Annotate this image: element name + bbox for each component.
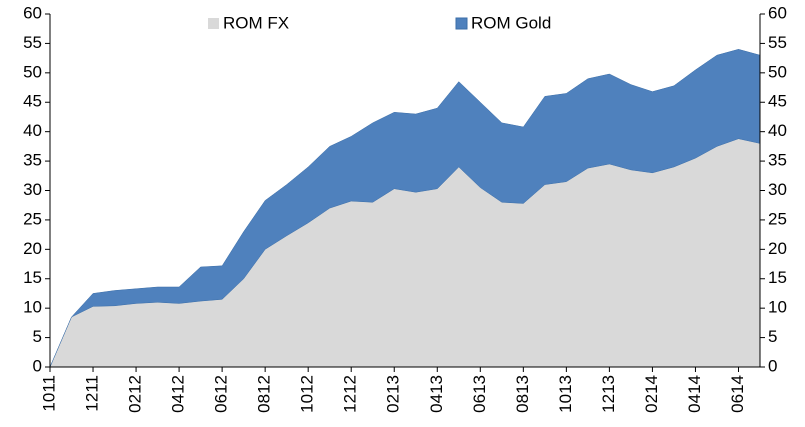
y2-tick-label: 45: [768, 92, 787, 111]
y2-tick-label: 20: [768, 239, 787, 258]
y2-tick-label: 15: [768, 268, 787, 287]
x-tick-label: 0612: [212, 375, 231, 413]
y-tick-label: 0: [33, 356, 42, 375]
y2-tick-label: 25: [768, 209, 787, 228]
y-tick-label: 10: [23, 298, 42, 317]
legend-swatch: [208, 18, 219, 29]
legend-label: ROM FX: [223, 13, 289, 32]
y-tick-label: 50: [23, 62, 42, 81]
y-tick-label: 40: [23, 121, 42, 140]
x-tick-label: 0213: [384, 375, 403, 413]
y-tick-label: 55: [23, 33, 42, 52]
x-tick-label: 0412: [169, 375, 188, 413]
y-tick-label: 15: [23, 268, 42, 287]
y-tick-label: 20: [23, 239, 42, 258]
y2-tick-label: 10: [768, 298, 787, 317]
y-tick-label: 45: [23, 92, 42, 111]
x-tick-label: 1011: [39, 375, 58, 412]
x-tick-label: 1012: [298, 375, 317, 413]
y2-tick-label: 30: [768, 180, 787, 199]
x-tick-label: 0214: [642, 375, 661, 413]
y2-tick-label: 0: [768, 356, 777, 375]
y-tick-label: 60: [23, 3, 42, 22]
x-tick-label: 0413: [427, 375, 446, 413]
x-tick-label: 1211: [83, 375, 102, 412]
x-tick-label: 0212: [126, 375, 145, 413]
y-tick-label: 5: [33, 327, 42, 346]
x-tick-label: 0813: [513, 375, 532, 413]
area: [50, 138, 760, 367]
y2-tick-label: 60: [768, 3, 787, 22]
y-tick-label: 35: [23, 151, 42, 170]
x-tick-label: 1013: [556, 375, 575, 413]
legend-swatch: [455, 17, 468, 30]
y2-tick-label: 55: [768, 33, 787, 52]
x-tick-label: 0414: [685, 375, 704, 413]
y2-tick-label: 35: [768, 151, 787, 170]
legend-label: ROM Gold: [471, 13, 551, 32]
y2-tick-label: 5: [768, 327, 777, 346]
y-tick-label: 30: [23, 180, 42, 199]
x-tick-label: 0812: [255, 375, 274, 413]
y-tick-label: 25: [23, 209, 42, 228]
x-tick-label: 0613: [470, 375, 489, 413]
x-tick-label: 1213: [599, 375, 618, 413]
y2-tick-label: 40: [768, 121, 787, 140]
x-tick-label: 0614: [728, 375, 747, 413]
y2-tick-label: 50: [768, 62, 787, 81]
x-tick-label: 1212: [341, 375, 360, 413]
